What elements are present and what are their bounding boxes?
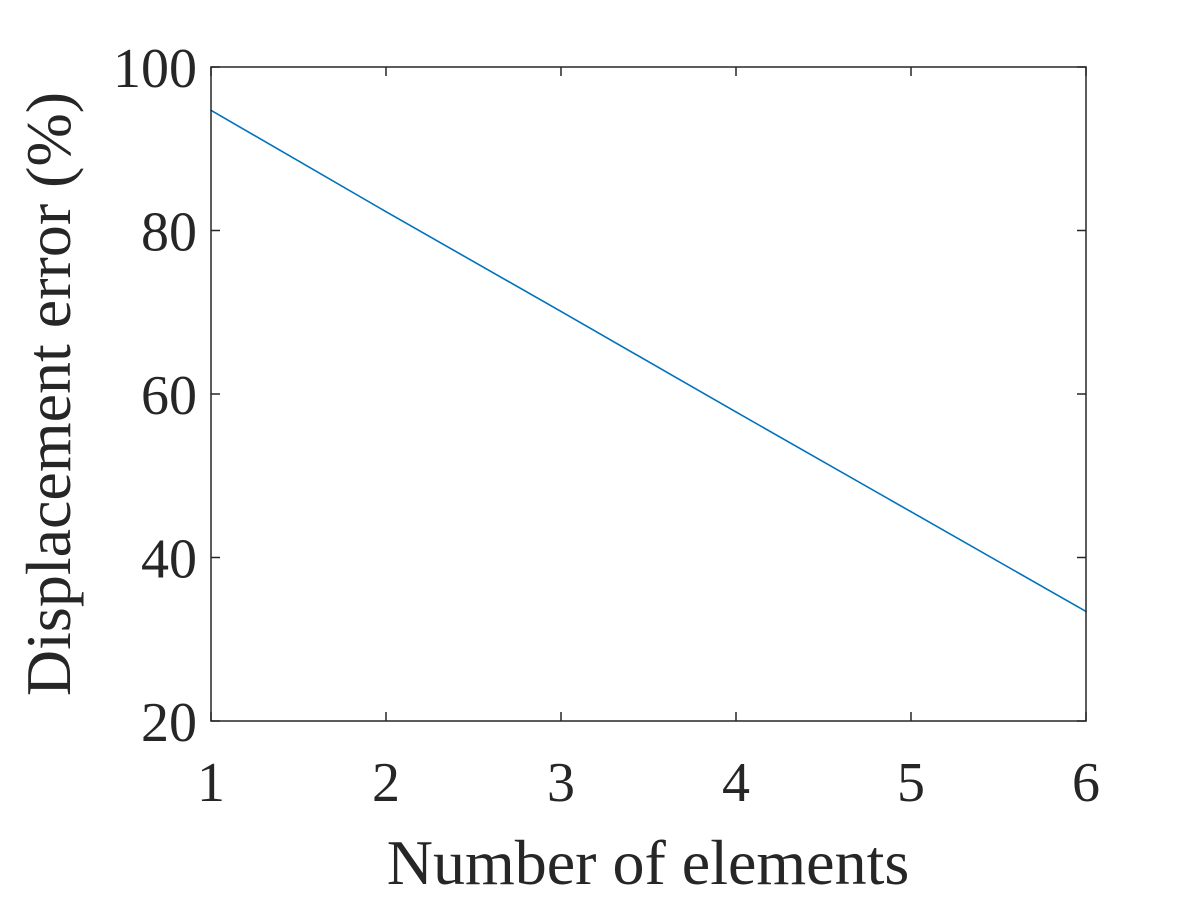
data-point xyxy=(560,310,562,313)
y-tick-label: 80 xyxy=(141,202,197,264)
y-tick-label: 40 xyxy=(141,529,197,591)
y-tick-label: 20 xyxy=(141,692,197,754)
x-axis-label: Number of elements xyxy=(387,827,910,898)
y-axis-label: Displacement error (%) xyxy=(13,92,84,696)
x-tick-label: 1 xyxy=(197,752,225,814)
x-axis-ticks: 1 2 3 4 5 6 xyxy=(197,67,1100,814)
y-tick-label: 60 xyxy=(141,365,197,427)
y-tick-label: 100 xyxy=(113,38,197,100)
x-tick-label: 3 xyxy=(547,752,575,814)
x-tick-label: 4 xyxy=(722,752,750,814)
data-point xyxy=(385,210,387,213)
x-tick-label: 6 xyxy=(1072,752,1100,814)
data-point xyxy=(910,510,912,513)
x-tick-label: 5 xyxy=(897,752,925,814)
series-line xyxy=(210,109,1087,613)
x-tick-label: 2 xyxy=(372,752,400,814)
y-axis-ticks: 20 40 60 80 100 xyxy=(113,38,1086,754)
data-point xyxy=(735,411,737,413)
plot-area xyxy=(211,67,1086,721)
plot-frame xyxy=(210,66,1087,722)
